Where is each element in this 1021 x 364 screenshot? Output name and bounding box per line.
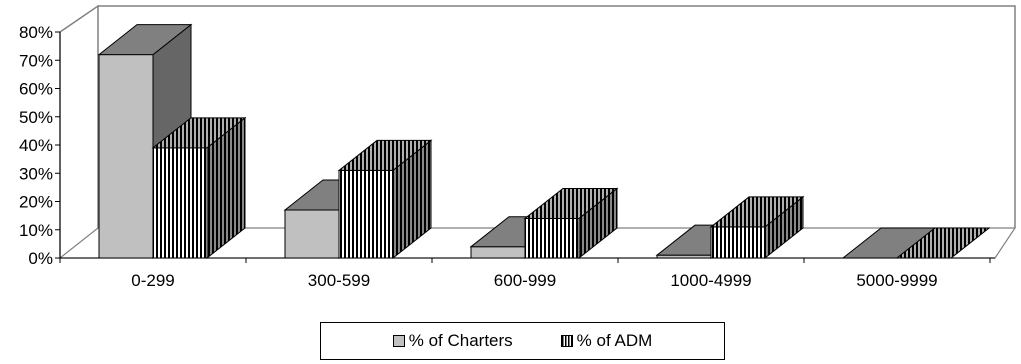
y-tick-label: 10%	[19, 221, 53, 240]
bar-adm-300-599	[337, 139, 433, 260]
y-tick-label: 50%	[19, 108, 53, 127]
bar-front	[470, 246, 526, 259]
bar-front	[338, 169, 394, 259]
bar-front	[524, 217, 580, 259]
y-tick-label: 70%	[19, 51, 53, 70]
back-wall	[98, 5, 1016, 228]
x-tick-label: 600-999	[494, 271, 556, 290]
x-tick-label: 1000-4999	[670, 271, 751, 290]
y-tick-label: 0%	[28, 249, 53, 268]
legend-item-adm: % of ADM	[560, 331, 653, 351]
bars-group	[97, 23, 991, 260]
y-tick-label: 60%	[19, 80, 53, 99]
x-tick-label: 0-299	[131, 271, 174, 290]
side-wall	[59, 4, 99, 258]
bar-front	[710, 226, 766, 259]
legend-label-charters: % of Charters	[408, 331, 513, 350]
bar-adm-600-999	[523, 187, 619, 260]
legend-swatch-charters	[392, 335, 405, 347]
bar-top	[337, 139, 433, 171]
bar-adm-0-299	[151, 116, 247, 260]
y-axis: 0% 10% 20% 30% 40% 50% 60% 70% 80%	[19, 23, 61, 268]
bar-front	[152, 147, 208, 259]
x-axis: 0-299 300-599 600-999 1000-4999 5000-9999	[59, 257, 995, 290]
y-tick-label: 30%	[19, 164, 53, 183]
bar-top	[709, 196, 805, 228]
legend-label-adm: % of ADM	[576, 331, 653, 350]
legend-item-charters: % of Charters	[392, 331, 513, 351]
y-tick-label: 20%	[19, 193, 53, 212]
x-tick-label: 300-599	[308, 271, 370, 290]
bar-top	[151, 117, 247, 149]
bar-adm-1000-4999	[709, 195, 805, 260]
bar-top	[523, 187, 619, 219]
y-tick-label: 40%	[19, 136, 53, 155]
legend-swatch-adm	[560, 335, 573, 347]
x-tick-label: 5000-9999	[856, 271, 937, 290]
legend: % of Charters % of ADM	[320, 322, 725, 360]
y-tick-label: 80%	[19, 23, 53, 42]
bar-front	[284, 209, 340, 259]
bar-top	[97, 24, 193, 56]
bar-front	[98, 54, 154, 259]
